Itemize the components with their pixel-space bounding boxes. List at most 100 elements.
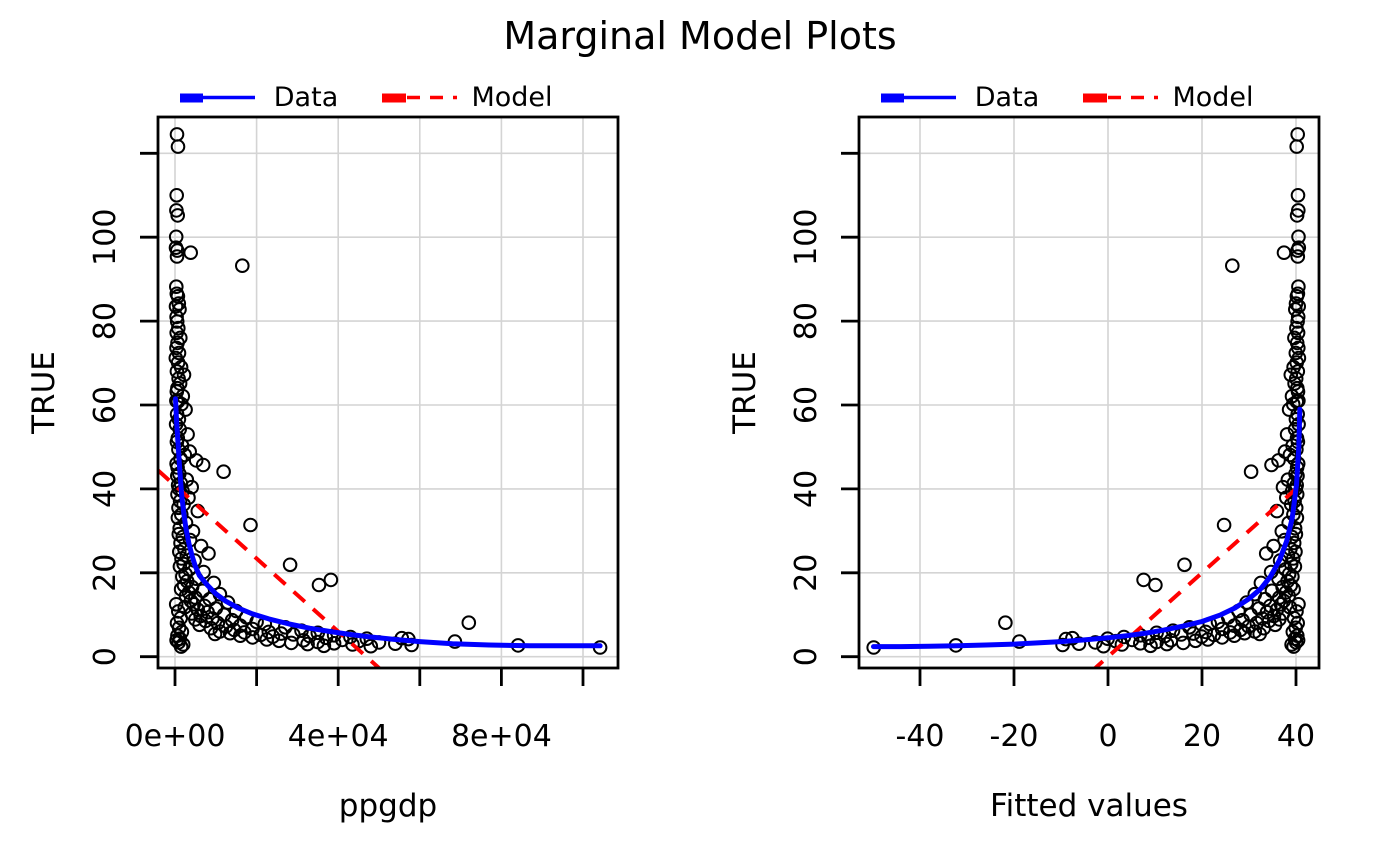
data-point (1290, 249, 1306, 264)
data-point (1289, 208, 1305, 223)
data-point (282, 557, 298, 573)
y-axis-tick-label: 80 (789, 302, 824, 340)
data-point (1133, 636, 1148, 651)
legend-model-swatch (1083, 93, 1107, 103)
data-point (345, 637, 360, 652)
data-point (1271, 571, 1286, 587)
data-point (1214, 630, 1230, 645)
data-point (1281, 588, 1296, 604)
x-axis-tick-label: 8e+04 (451, 719, 552, 754)
x-axis-tick-label: 40 (1277, 719, 1315, 754)
legend-model-label: Model (471, 82, 552, 113)
data-point (1136, 572, 1151, 588)
plot-box (156, 115, 620, 670)
panel-ppgdp: 0e+00 4e+04 8e+04 0 20 40 60 80 100 ppgdp TRUE Data… (26, 82, 620, 824)
data-point (170, 243, 185, 258)
data-point (1291, 299, 1306, 314)
data-point (1291, 597, 1306, 612)
data-point (1290, 309, 1306, 325)
data-point (1252, 626, 1267, 642)
data-point (1222, 625, 1238, 640)
data-point (1264, 457, 1279, 473)
y-axis-tick-label: 60 (789, 386, 824, 424)
chart-title: Marginal Model Plots (503, 14, 897, 58)
data-point (170, 139, 186, 154)
data-point (1284, 637, 1299, 652)
legend-data-label: Data (975, 82, 1039, 113)
data-point (1237, 625, 1252, 641)
data-point (284, 635, 299, 651)
y-axis-tick-label: 80 (88, 302, 123, 340)
data-point (178, 588, 194, 604)
data-point (1286, 639, 1301, 654)
data-point (172, 544, 187, 560)
data-point (323, 572, 339, 588)
data-point (207, 626, 223, 642)
x-axis-label: Fitted values (990, 788, 1188, 824)
y-axis-tick-label: 20 (789, 554, 824, 592)
x-axis-tick-label: 0e+00 (125, 719, 226, 754)
data-smooth-line (173, 396, 603, 649)
data-point (1148, 577, 1163, 593)
data-point (195, 457, 211, 473)
data-point (1177, 557, 1192, 573)
y-axis-tick-label: 20 (88, 554, 123, 592)
data-point (1291, 229, 1306, 245)
y-axis-tick-label: 40 (88, 470, 123, 508)
plot-box (857, 115, 1321, 670)
y-axis-tick-label: 40 (789, 470, 824, 508)
x-axis-tick-label: 4e+04 (288, 719, 389, 754)
data-point (1289, 139, 1304, 154)
data-point (1216, 517, 1232, 533)
legend: Data Model (180, 82, 553, 113)
data-point (183, 245, 198, 260)
y-axis-tick-label: 100 (789, 209, 824, 266)
data-point (1143, 638, 1158, 654)
x-axis-tick-label: 20 (1183, 719, 1221, 754)
data-point (1290, 127, 1305, 142)
data-point (170, 208, 185, 223)
data-point (1290, 314, 1305, 329)
data-point (169, 309, 184, 325)
data-point (168, 299, 184, 314)
legend-model-swatch (382, 93, 406, 103)
data-point (171, 296, 187, 311)
data-point (222, 625, 238, 641)
data-point (1243, 464, 1259, 480)
data-point (998, 615, 1013, 631)
legend-data-swatch (881, 93, 904, 103)
data-point (216, 464, 231, 480)
data-point (326, 636, 342, 651)
data-point (363, 638, 379, 654)
y-axis-label: TRUE (727, 351, 763, 435)
data-point (1276, 245, 1292, 260)
y-axis-tick-label: 0 (789, 647, 824, 666)
data-point (1159, 636, 1175, 652)
data-point (169, 279, 184, 295)
data-point (235, 258, 250, 274)
data-point (1290, 243, 1305, 258)
data-point (169, 188, 184, 203)
y-axis-tick-label: 0 (88, 647, 123, 666)
data-point (316, 638, 332, 654)
data-point (180, 427, 195, 442)
data-point (1088, 635, 1103, 650)
data-point (169, 127, 185, 142)
x-axis-tick-label: 0 (1098, 719, 1117, 754)
data-point (168, 597, 184, 612)
data-point (201, 546, 216, 561)
x-axis-label: ppgdp (339, 788, 437, 824)
data-point (300, 636, 315, 652)
data-point (1291, 279, 1306, 295)
data-point (237, 625, 252, 640)
data-point (193, 538, 209, 554)
y-axis-label: TRUE (26, 351, 62, 435)
data-point (1266, 538, 1281, 554)
data-point (169, 314, 185, 329)
panel-fitted-values: -40 -20 0 20 40 0 20 40 60 80 100 Fitted values TRUE… (727, 82, 1321, 824)
data-point (1055, 637, 1070, 653)
legend-model-label: Model (1172, 82, 1253, 113)
scatter-points (168, 127, 608, 655)
data-point (1175, 635, 1191, 651)
